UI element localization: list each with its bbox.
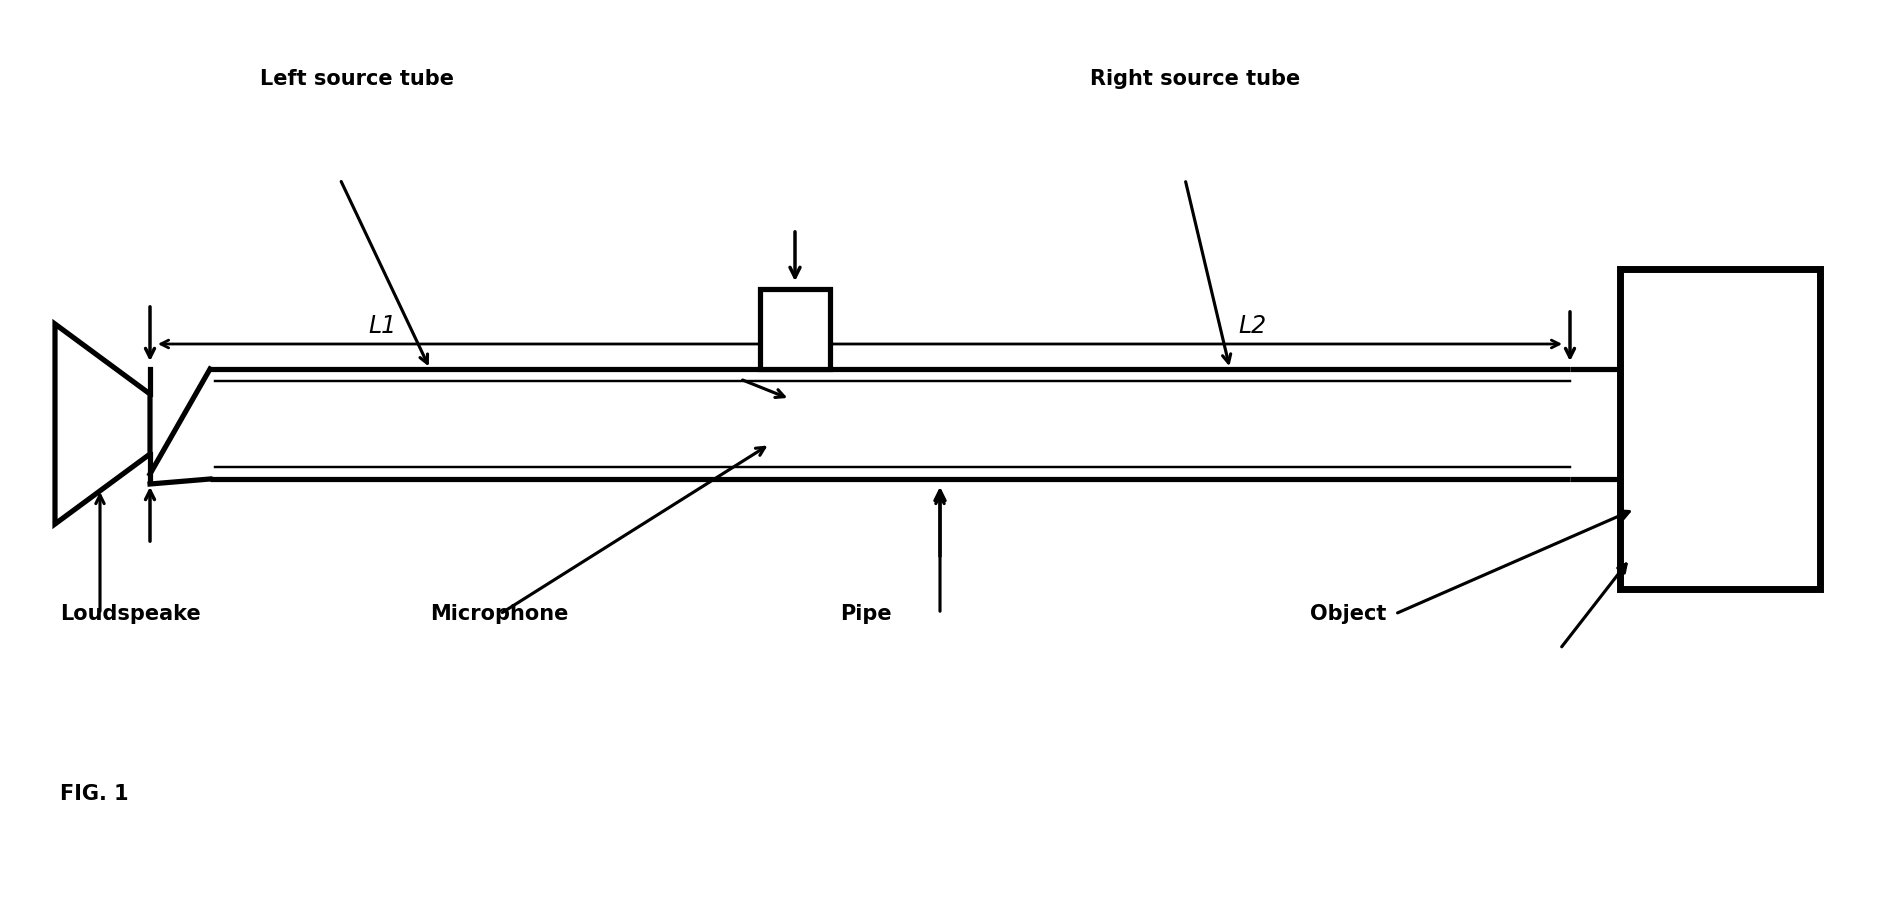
Text: Object: Object: [1310, 603, 1385, 623]
Bar: [760, 290, 830, 370]
Polygon shape: [55, 325, 151, 524]
Text: Left source tube: Left source tube: [260, 69, 454, 89]
Text: Loudspeake: Loudspeake: [60, 603, 201, 623]
Text: Right source tube: Right source tube: [1090, 69, 1300, 89]
Bar: [1619, 270, 1820, 589]
Text: L2: L2: [1238, 314, 1267, 337]
Text: FIG. 1: FIG. 1: [60, 783, 128, 803]
Text: L1: L1: [369, 314, 397, 337]
Text: Microphone: Microphone: [429, 603, 568, 623]
Text: Pipe: Pipe: [839, 603, 892, 623]
